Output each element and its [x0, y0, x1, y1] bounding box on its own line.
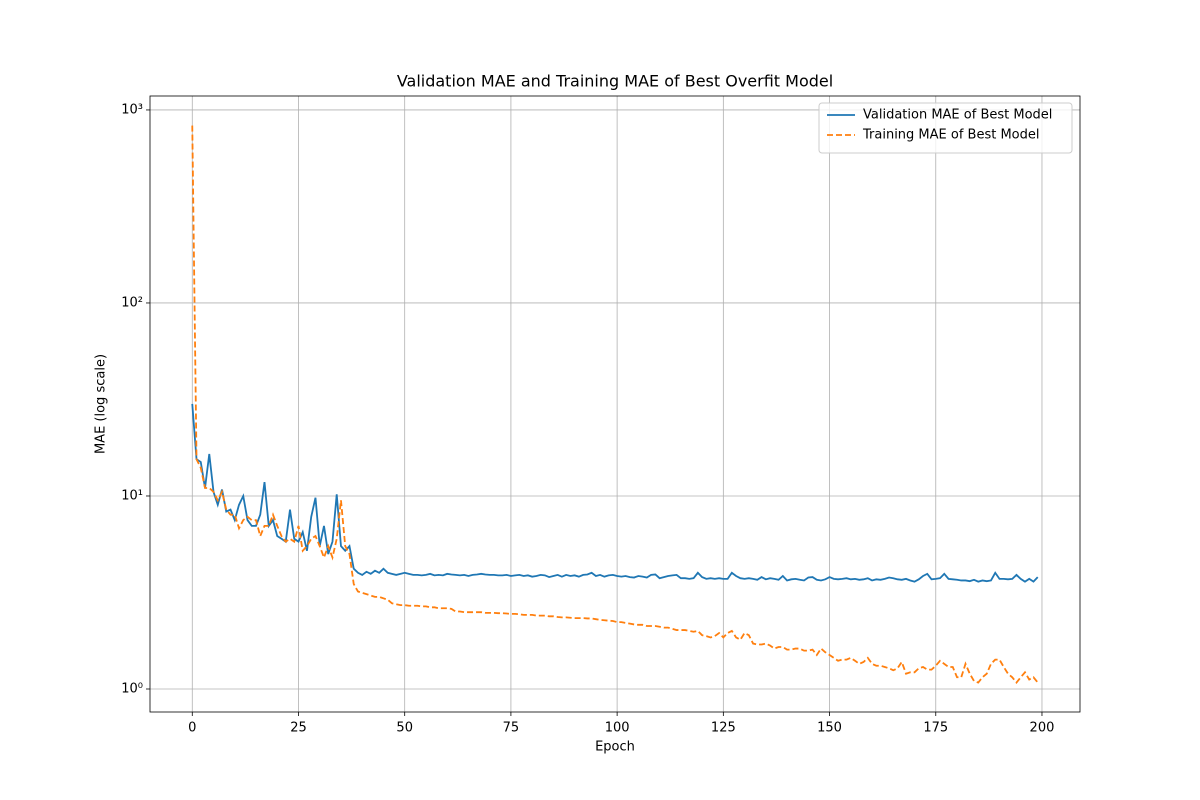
y-axis-label: MAE (log scale)	[94, 354, 109, 454]
x-tick-label: 25	[290, 721, 307, 736]
x-tick-label: 100	[605, 721, 630, 736]
legend-box	[818, 102, 1073, 154]
x-tick-label: 0	[188, 721, 196, 736]
x-tick-label: 50	[396, 721, 413, 736]
x-tick-label: 175	[923, 721, 948, 736]
x-tick-label: 200	[1030, 721, 1055, 736]
x-tick-label: 125	[711, 721, 736, 736]
x-tick-label: 75	[503, 721, 520, 736]
x-axis-label: Epoch	[595, 740, 635, 755]
plot-frame	[149, 95, 1081, 713]
y-tick-label: 10³	[121, 102, 143, 117]
y-tick-label: 10²	[121, 295, 143, 310]
y-tick-label: 10⁰	[121, 681, 143, 696]
legend: Validation MAE of Best Model Training MAE…	[818, 102, 1073, 154]
data-line	[191, 403, 1039, 583]
x-tick-label: 150	[817, 721, 842, 736]
chart-title: Validation MAE and Training MAE of Best …	[397, 72, 833, 91]
legend-label: Validation MAE of Best Model	[863, 108, 1052, 123]
y-tick-label: 10¹	[121, 488, 143, 503]
data-line	[191, 125, 1039, 684]
legend-label: Training MAE of Best Model	[862, 128, 1040, 143]
